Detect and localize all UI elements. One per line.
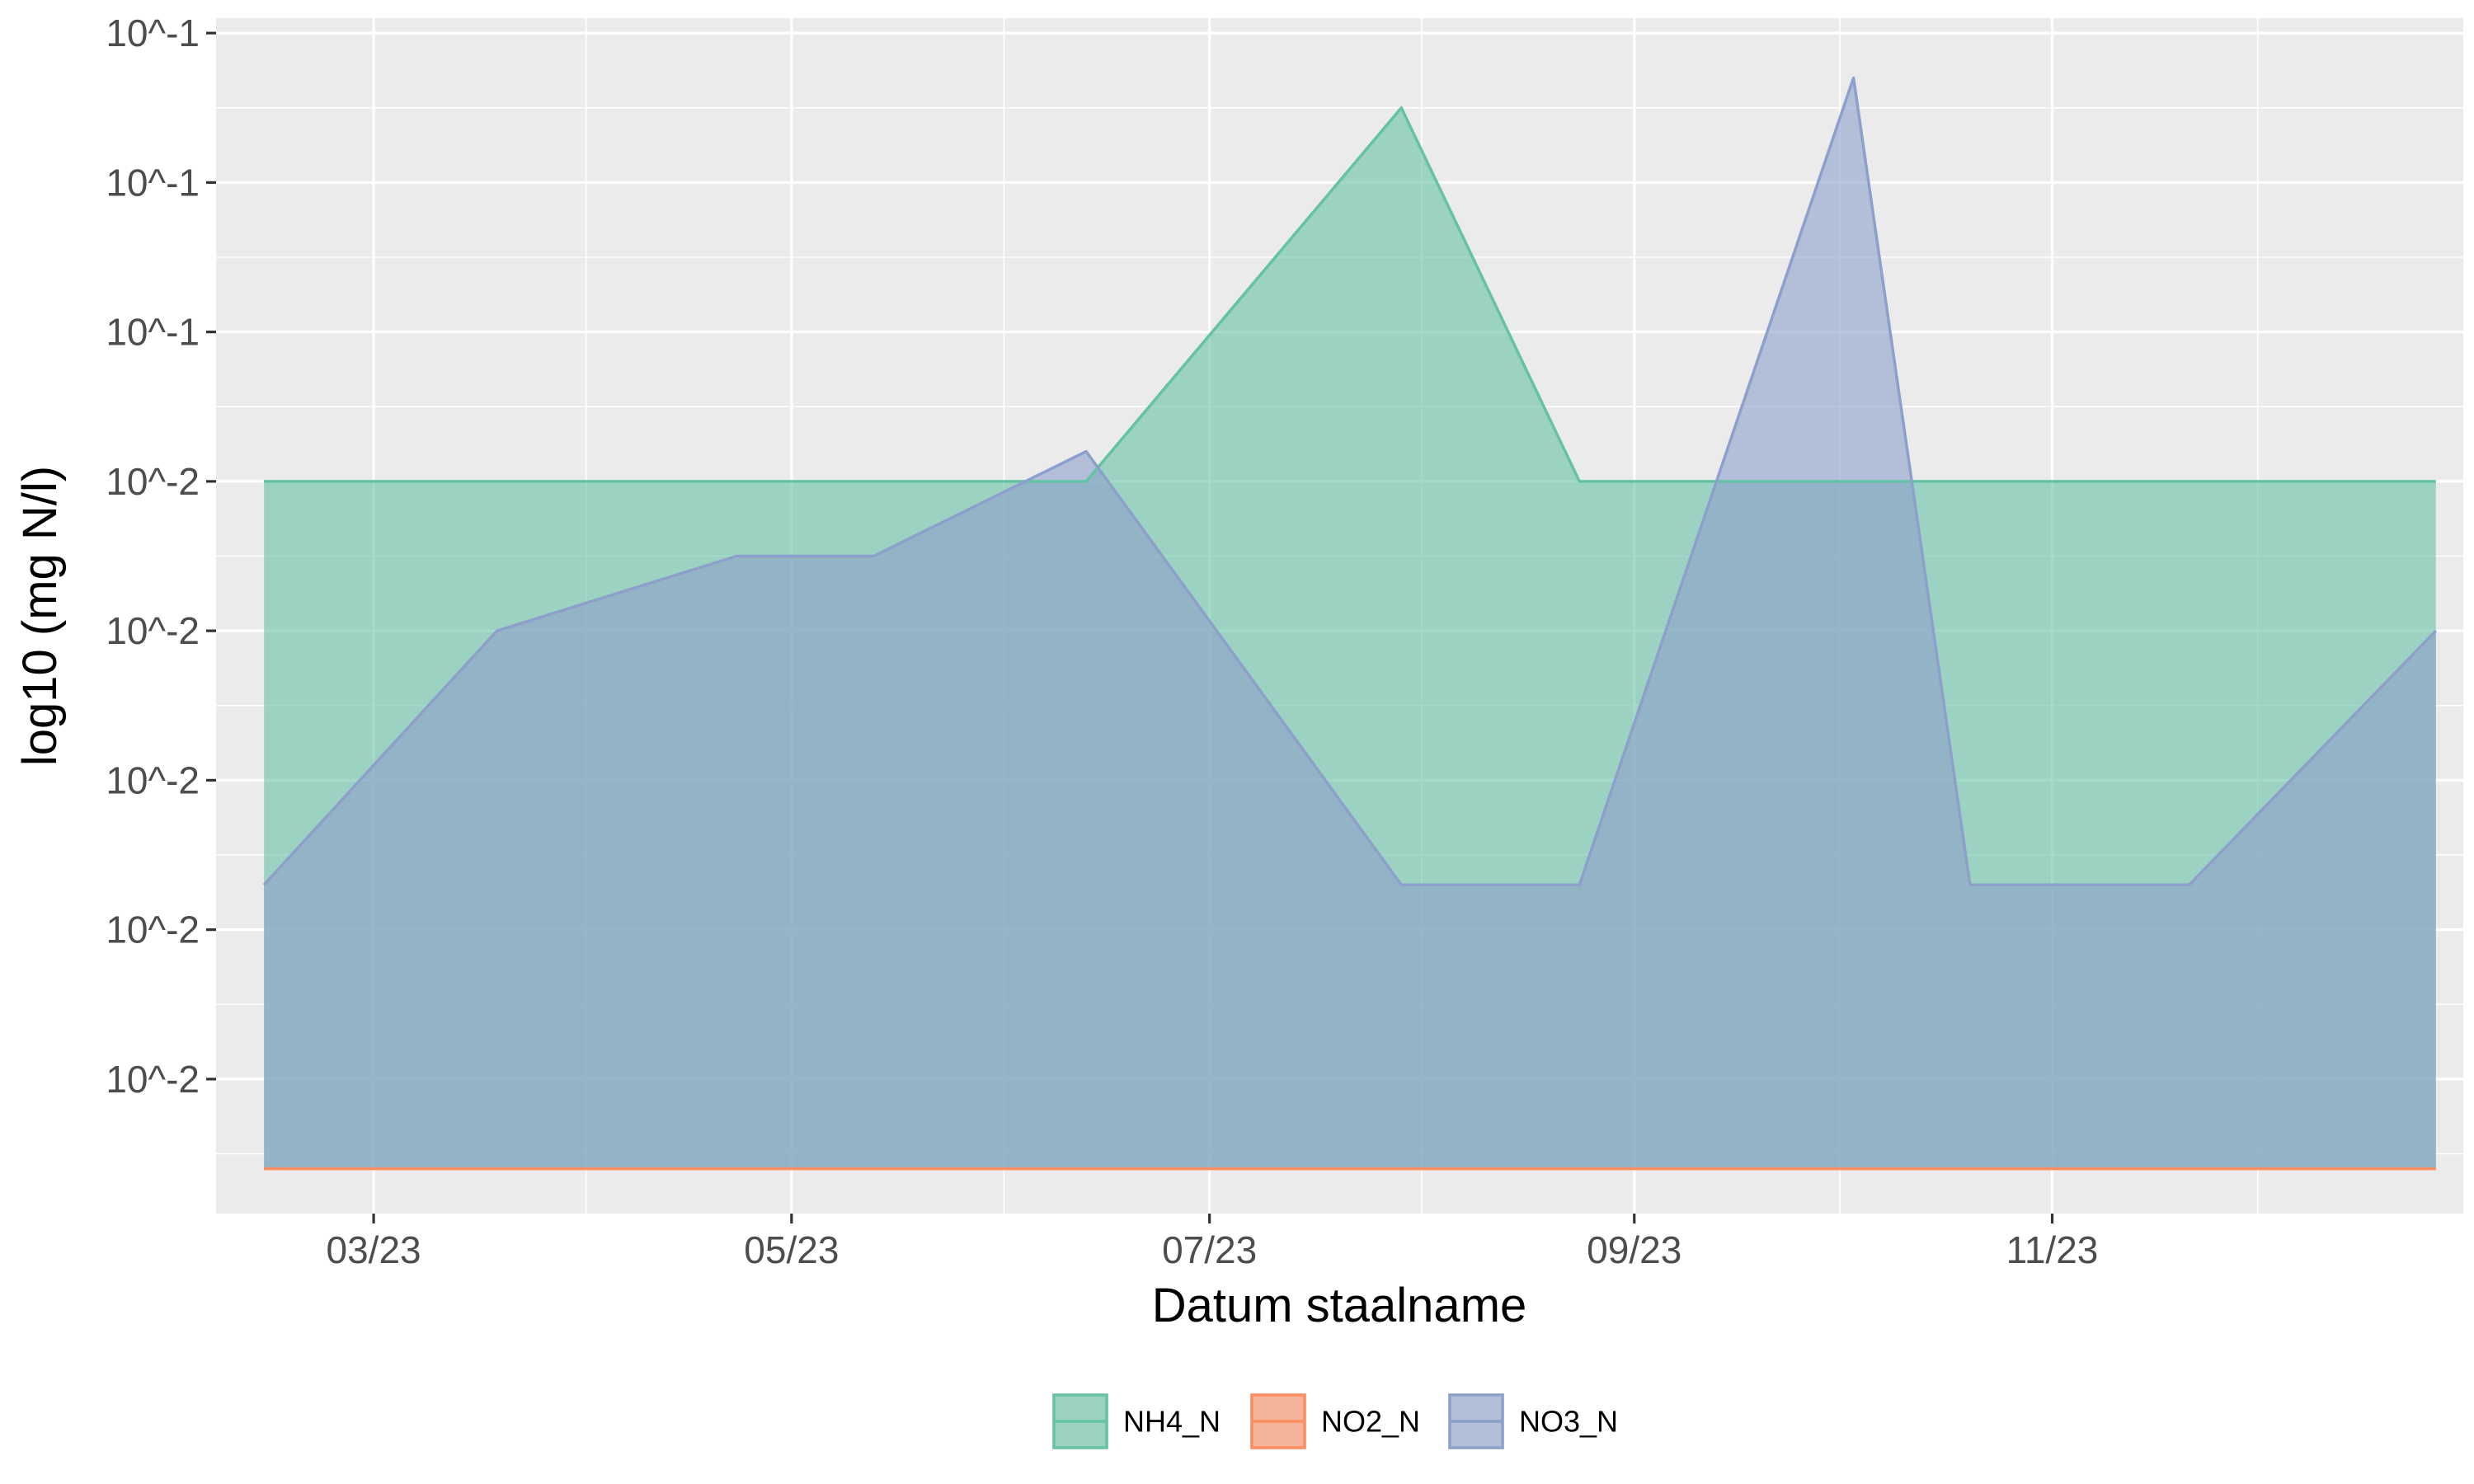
y-tick-label: 10^-1 [106, 311, 200, 354]
legend-label: NO3_N [1519, 1405, 1618, 1439]
x-tick-label: 07/23 [1162, 1228, 1257, 1271]
y-tick-label: 10^-1 [106, 161, 200, 204]
legend-item-nh4-n: NH4_N [1052, 1393, 1221, 1449]
x-axis-title: Datum staalname [1152, 1279, 1527, 1332]
y-tick-label: 10^-2 [106, 909, 200, 951]
legend-item-no2-n: NO2_N [1250, 1393, 1420, 1449]
x-tick-label: 05/23 [744, 1228, 839, 1271]
x-tick-label: 11/23 [2006, 1228, 2099, 1271]
x-axis: 03/23 05/23 07/23 09/23 11/23 [327, 1214, 2099, 1271]
y-axis: 10^-2 10^-2 10^-2 10^-2 10^-2 10^-1 10^-1 10^-1 [106, 12, 216, 1101]
legend-label: NH4_N [1123, 1405, 1221, 1439]
y-tick-label: 10^-1 [106, 12, 200, 54]
y-tick-label: 10^-2 [106, 758, 200, 801]
y-axis-title: log10 (mg N/l) [13, 466, 67, 766]
nh4-n-line [264, 106, 2436, 483]
x-tick-label: 03/23 [327, 1228, 421, 1271]
no3-n-line [262, 76, 2438, 886]
legend-item-no3-n: NO3_N [1448, 1393, 1618, 1449]
y-tick-label: 10^-2 [106, 1058, 200, 1101]
series-areas [264, 77, 2436, 1169]
y-tick-label: 10^-2 [106, 609, 200, 652]
x-tick-label: 09/23 [1587, 1228, 1681, 1271]
legend-label: NO2_N [1321, 1405, 1420, 1439]
series-lines [262, 76, 2438, 1171]
y-tick-label: 10^-2 [106, 460, 200, 503]
no3-n-area [264, 77, 2436, 1169]
legend: NH4_N NO2_N NO3_N [1052, 1393, 1618, 1449]
